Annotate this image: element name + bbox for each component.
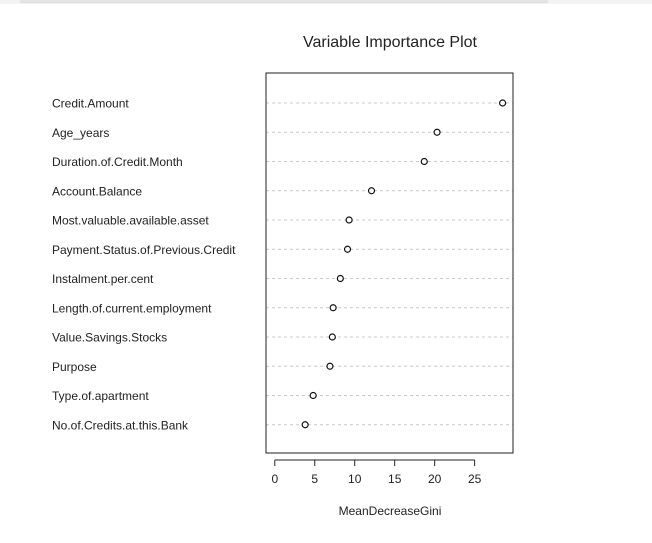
data-point <box>367 187 376 195</box>
data-point <box>309 391 317 400</box>
x-tick-label: 5 <box>311 472 318 486</box>
x-axis-label: MeanDecreaseGini <box>339 504 442 518</box>
x-tick-label: 25 <box>468 472 482 486</box>
category-label: Account.Balance <box>52 184 142 198</box>
data-point <box>345 216 353 224</box>
data-point <box>343 245 352 253</box>
x-tick-label: 20 <box>428 472 442 486</box>
category-label: Type.of.apartment <box>52 389 149 403</box>
category-label: Value.Savings.Stocks <box>52 331 167 345</box>
plot-frame <box>265 72 514 454</box>
window-top-bar <box>0 0 652 4</box>
data-points <box>301 99 507 429</box>
category-label: No.of.Credits.at.this.Bank <box>52 418 189 432</box>
category-label: Instalment.per.cent <box>52 272 154 286</box>
data-point <box>420 157 428 166</box>
category-label: Credit.Amount <box>52 97 129 111</box>
scrollbar-track <box>20 0 548 3</box>
category-label: Age_years <box>52 126 109 140</box>
chart-title: Variable Importance Plot <box>303 34 478 51</box>
data-point <box>301 421 309 429</box>
x-tick-label: 0 <box>271 472 278 486</box>
category-label: Length.of.current.employment <box>52 301 212 315</box>
grid-lines <box>266 102 513 426</box>
category-label: Most.valuable.available.asset <box>52 214 209 228</box>
data-point <box>328 333 336 341</box>
data-point <box>329 304 337 312</box>
category-labels: Credit.Amount Age_years Duration.of.Credit… <box>52 97 236 433</box>
data-point <box>326 362 334 370</box>
data-point <box>433 128 441 136</box>
data-point <box>499 99 507 107</box>
data-point <box>336 274 344 283</box>
x-tick-label: 10 <box>348 472 362 486</box>
category-label: Duration.of.Credit.Month <box>52 155 183 169</box>
x-tick-label: 15 <box>388 472 402 486</box>
category-label: Payment.Status.of.Previous.Credit <box>52 243 236 257</box>
category-label: Purpose <box>52 360 97 374</box>
x-axis: 0 5 10 15 20 25 <box>271 459 482 486</box>
